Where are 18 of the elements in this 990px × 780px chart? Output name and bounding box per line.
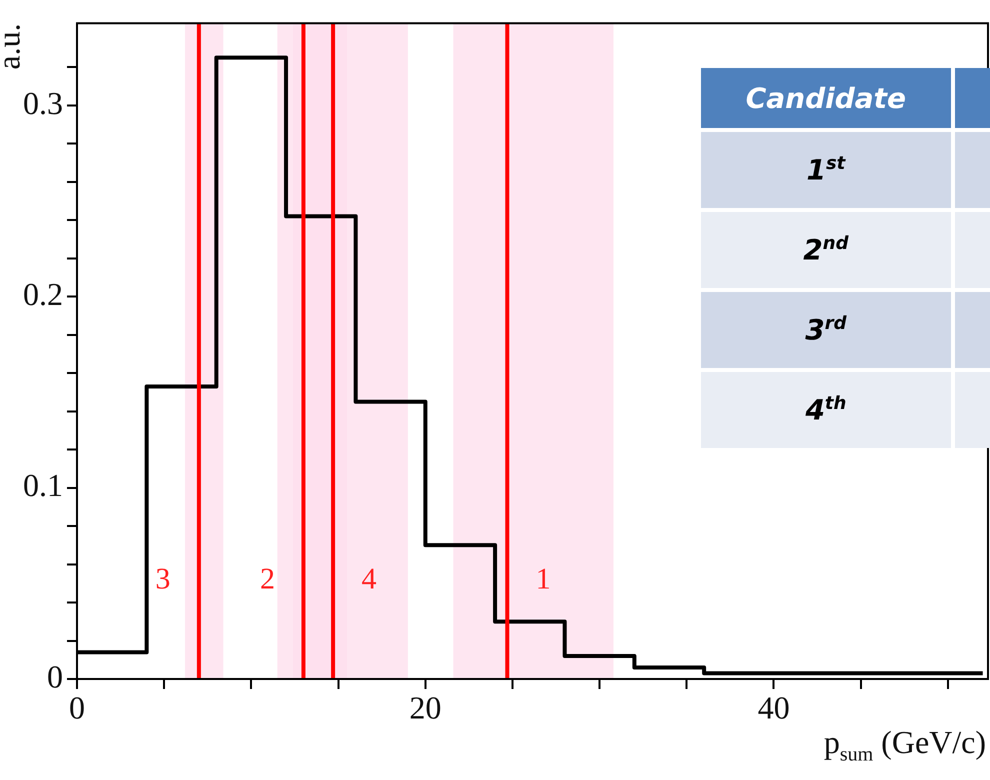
annotation: 3$^{rd}$ bbox=[701, 288, 951, 368]
x-tick-label: 0 bbox=[69, 690, 85, 726]
annotation: 1$^{st}$ bbox=[701, 128, 951, 208]
y-axis-title: a.u. bbox=[0, 23, 28, 70]
annotation: 4$^{th}$ bbox=[701, 368, 951, 448]
y-tick-label: 0.1 bbox=[23, 467, 63, 504]
x-axis-title: p$_{sum}$ (GeV/c) bbox=[824, 724, 986, 766]
annotation: 2 bbox=[260, 562, 275, 596]
x-tick-label: 20 bbox=[409, 690, 442, 726]
y-tick-label: 0.3 bbox=[23, 84, 63, 121]
annotation: Candidate bbox=[701, 68, 951, 128]
y-tick-label: 0 bbox=[47, 658, 63, 694]
annotation: 4 bbox=[362, 562, 377, 596]
annotation: 2$^{nd}$ bbox=[701, 208, 951, 288]
annotation: 1 bbox=[536, 562, 551, 596]
x-tick-label: 40 bbox=[758, 690, 790, 726]
annotation: 3 bbox=[155, 562, 170, 596]
y-tick-label: 0.2 bbox=[23, 276, 63, 312]
